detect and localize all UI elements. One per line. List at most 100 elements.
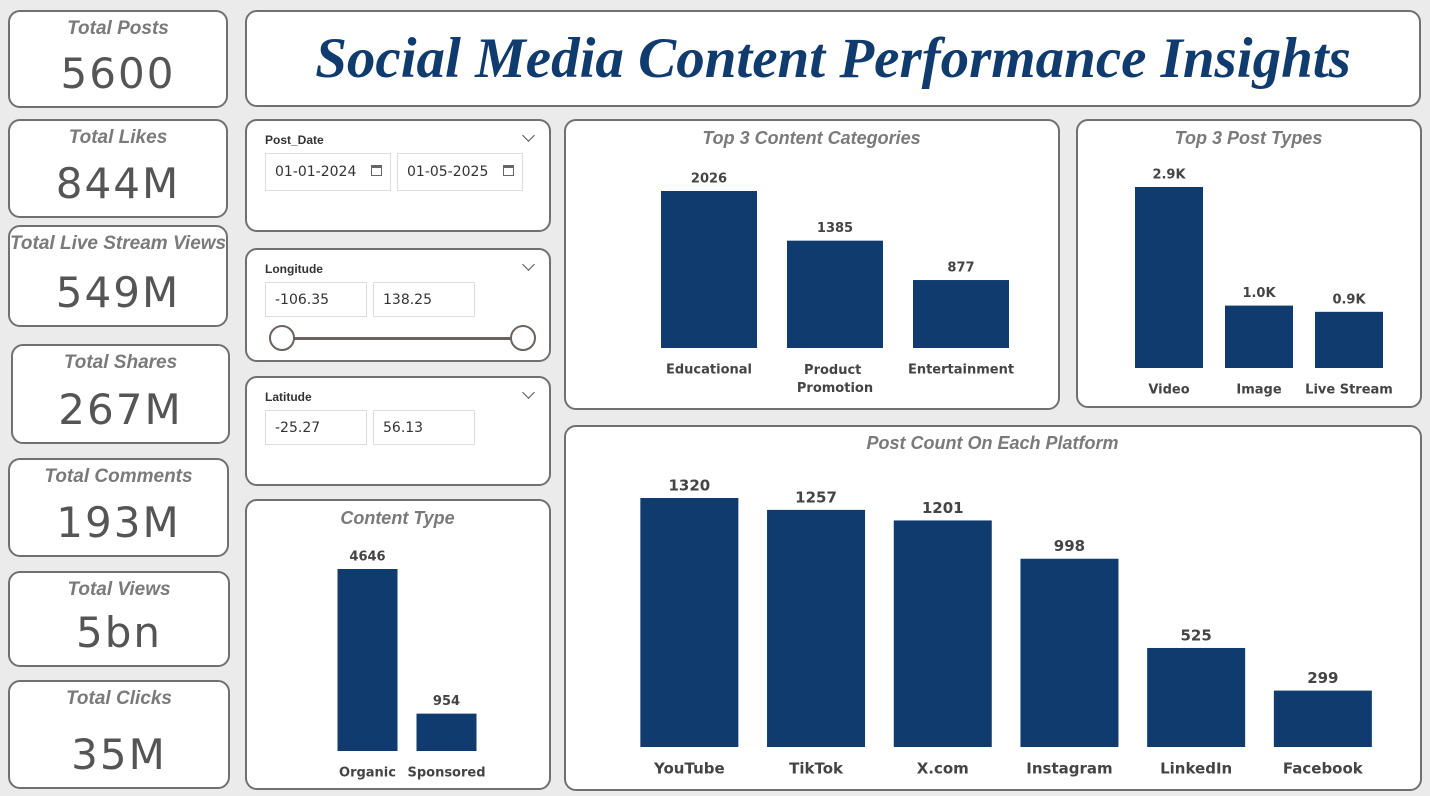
- bar: [640, 498, 739, 747]
- kpi-label: Total Posts: [67, 18, 169, 39]
- x-tick-label: Organic: [339, 766, 396, 781]
- kpi-card: Total Posts 5600: [8, 10, 228, 108]
- range-input[interactable]: 56.13: [373, 410, 475, 445]
- bar: [337, 569, 398, 751]
- dashboard-title: Social Media Content Performance Insight…: [315, 27, 1351, 90]
- kpi-card: Total Clicks 35M: [8, 680, 230, 789]
- data-label: 0.9K: [1332, 292, 1366, 307]
- dropdown-chevron[interactable]: [522, 386, 535, 399]
- data-label: 525: [1180, 626, 1211, 644]
- kpi-card: Total Live Stream Views 549M: [8, 225, 228, 327]
- date-input[interactable]: 01-05-2025: [397, 153, 523, 191]
- bar-chart: Content Type 4646 Organic 954 Sponsored: [337, 508, 486, 781]
- x-tick-label: Instagram: [1026, 760, 1112, 778]
- x-tick-label: Educational: [666, 363, 752, 378]
- kpi-value: 549M: [55, 268, 181, 317]
- x-tick-label: Sponsored: [407, 766, 485, 781]
- kpi-label: Total Clicks: [66, 688, 172, 709]
- bar: [893, 520, 992, 747]
- dropdown-chevron[interactable]: [522, 129, 535, 142]
- bar: [767, 509, 866, 747]
- x-tick-label: X.com: [917, 760, 969, 778]
- data-label: 1257: [795, 488, 837, 506]
- chart-title: Top 3 Post Types: [1175, 128, 1323, 148]
- filter-label: Longitude: [265, 262, 323, 276]
- x-tick-label: Live Stream: [1305, 383, 1393, 398]
- bar-chart: Post Count On Each Platform 1320 YouTube 12…: [640, 433, 1372, 778]
- kpi-value: 35M: [71, 730, 167, 779]
- kpi-value: 844M: [55, 159, 181, 208]
- kpi-card: Total Likes 844M: [8, 119, 228, 218]
- kpi-label: Total Comments: [44, 466, 193, 487]
- bar: [913, 280, 1009, 348]
- chart-title: Top 3 Content Categories: [702, 128, 920, 148]
- data-label: 1320: [668, 477, 710, 495]
- title-card: Social Media Content Performance Insight…: [245, 10, 1421, 107]
- data-label: 299: [1307, 669, 1338, 687]
- bar: [661, 191, 757, 348]
- bar: [1147, 647, 1246, 747]
- range-input[interactable]: -25.27: [265, 410, 367, 445]
- date-text: 01-05-2025: [407, 164, 489, 180]
- filter-card: Longitude -106.35 138.25: [245, 248, 551, 362]
- slider-handle[interactable]: [269, 325, 295, 351]
- range-input[interactable]: -106.35: [265, 282, 367, 317]
- chart-card: Top 3 Post Types 2.9K Video 1.0K Image 0.9K Li…: [1076, 119, 1422, 408]
- data-label: 4646: [349, 550, 385, 565]
- calendar-icon[interactable]: [371, 165, 382, 176]
- x-tick-label: Facebook: [1283, 760, 1364, 778]
- data-label: 877: [947, 261, 974, 276]
- bar: [1135, 187, 1203, 368]
- chart-card: Top 3 Content Categories 2026 Educational 1…: [564, 119, 1060, 410]
- chart-card: Post Count On Each Platform 1320 YouTube 12…: [564, 425, 1422, 791]
- filter-card: Latitude -25.27 56.13: [245, 376, 551, 486]
- kpi-label: Total Shares: [63, 352, 178, 373]
- kpi-label: Total Live Stream Views: [10, 233, 227, 254]
- kpi-label: Total Views: [67, 579, 171, 600]
- chart-card: Content Type 4646 Organic 954 Sponsored: [245, 499, 551, 790]
- kpi-card: Total Views 5bn: [8, 571, 230, 667]
- kpi-value: 193M: [56, 498, 181, 547]
- x-tick-label: LinkedIn: [1160, 760, 1232, 778]
- kpi-value: 267M: [58, 385, 183, 434]
- range-input[interactable]: 138.25: [373, 282, 475, 317]
- kpi-card: Total Shares 267M: [11, 344, 230, 444]
- chart-title: Post Count On Each Platform: [866, 433, 1118, 453]
- bar: [1225, 305, 1293, 368]
- bar: [416, 713, 477, 751]
- x-tick-label: YouTube: [653, 760, 725, 778]
- x-tick-label: TikTok: [789, 760, 844, 778]
- x-tick-label: Entertainment: [908, 363, 1014, 378]
- data-label: 954: [433, 694, 460, 709]
- data-label: 1385: [817, 221, 853, 236]
- filter-card: Post_Date 01-01-2024 01-05-2025: [245, 119, 551, 232]
- data-label: 2026: [691, 172, 727, 187]
- bar: [1315, 311, 1383, 368]
- bar: [787, 240, 883, 348]
- kpi-card: Total Comments 193M: [8, 458, 229, 557]
- date-input[interactable]: 01-01-2024: [265, 153, 391, 191]
- kpi-value: 5600: [60, 49, 176, 98]
- date-text: 01-01-2024: [275, 164, 357, 180]
- data-label: 1.0K: [1242, 286, 1276, 301]
- bar-chart: Top 3 Content Categories 2026 Educational 1…: [661, 128, 1014, 396]
- chart-title: Content Type: [340, 508, 454, 528]
- kpi-label: Total Likes: [68, 127, 168, 148]
- dropdown-chevron[interactable]: [522, 258, 535, 271]
- data-label: 998: [1054, 537, 1085, 555]
- filter-label: Latitude: [265, 390, 312, 404]
- slider-track: [283, 337, 523, 340]
- x-tick-label: Image: [1236, 383, 1281, 398]
- kpi-value: 5bn: [75, 608, 162, 657]
- data-label: 1201: [922, 499, 964, 517]
- bar: [1020, 558, 1119, 747]
- slider-handle[interactable]: [510, 325, 536, 351]
- x-tick-label: Product Promotion: [797, 363, 873, 396]
- filter-label: Post_Date: [265, 133, 324, 147]
- bar: [1273, 690, 1372, 747]
- calendar-icon[interactable]: [503, 165, 514, 176]
- data-label: 2.9K: [1152, 168, 1186, 183]
- x-tick-label: Video: [1148, 383, 1189, 398]
- bar-chart: Top 3 Post Types 2.9K Video 1.0K Image 0.9K Li…: [1135, 128, 1393, 398]
